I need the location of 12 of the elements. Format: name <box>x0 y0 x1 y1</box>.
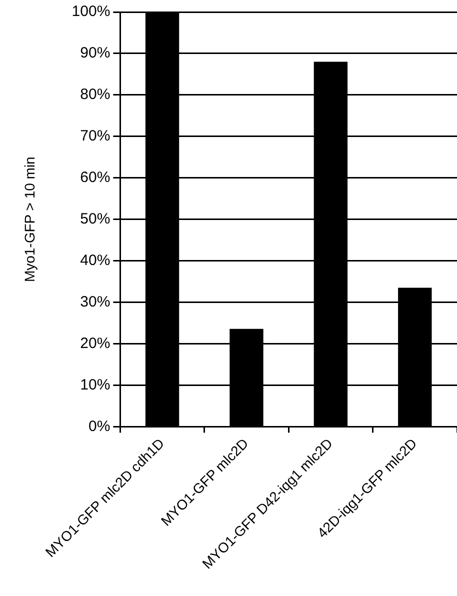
y-tick-label: 80% <box>80 86 110 104</box>
y-tick-label: 50% <box>80 210 110 228</box>
y-axis-title: Myo1-GFP > 10 min <box>21 156 38 282</box>
y-tick-label: 100% <box>72 3 110 20</box>
y-tick-label: 0% <box>88 418 110 435</box>
y-tick-label: 90% <box>80 44 110 62</box>
y-tick-label: 10% <box>80 376 110 394</box>
y-tick-label: 60% <box>80 169 110 186</box>
y-tick-label: 70% <box>80 128 110 145</box>
y-tick-label: 40% <box>80 252 110 269</box>
y-tick-label: 30% <box>80 293 110 310</box>
y-tick-label: 20% <box>80 334 110 352</box>
